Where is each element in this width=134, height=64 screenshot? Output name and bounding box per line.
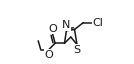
Text: S: S — [73, 45, 81, 55]
Text: Cl: Cl — [92, 18, 103, 28]
Text: O: O — [48, 24, 57, 34]
Text: O: O — [44, 50, 53, 60]
Text: N: N — [62, 20, 71, 30]
